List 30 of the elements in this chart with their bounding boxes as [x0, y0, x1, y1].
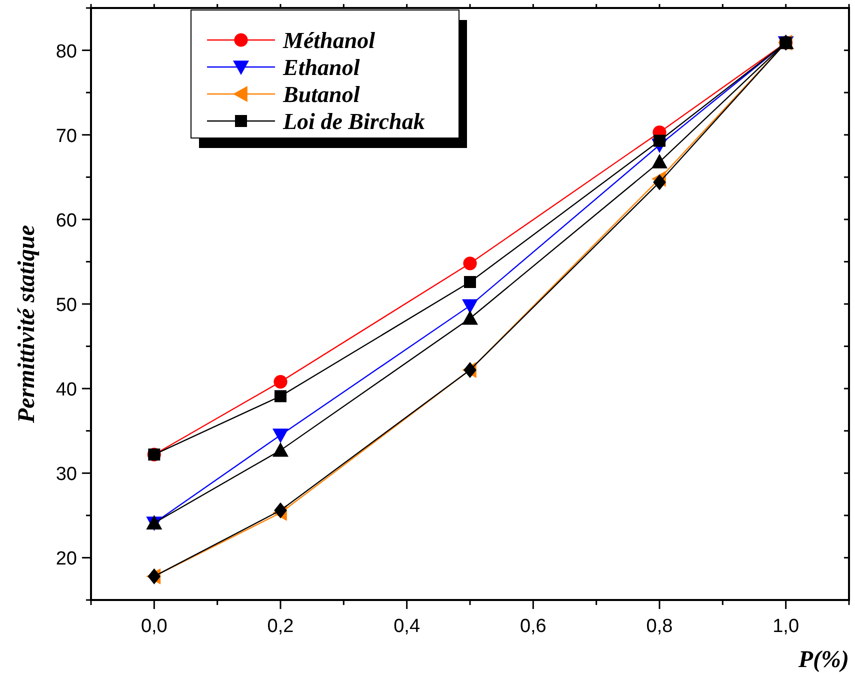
legend-label: Loi de Birchak	[282, 109, 426, 134]
y-tick-label: 70	[56, 126, 77, 147]
y-tick-label: 80	[56, 41, 77, 62]
point	[274, 390, 286, 402]
point	[462, 310, 478, 325]
y-tick-label: 40	[56, 380, 77, 401]
legend-label: Ethanol	[282, 55, 360, 80]
x-axis-title: P(%)	[797, 647, 849, 673]
x-tick-label: 0,2	[267, 616, 294, 637]
point	[272, 428, 288, 444]
y-tick-label: 30	[56, 464, 77, 486]
legend-label: Butanol	[282, 82, 360, 107]
point	[274, 502, 287, 518]
y-tick-label: 60	[56, 210, 77, 232]
point	[272, 442, 288, 457]
point	[464, 276, 476, 288]
point	[462, 299, 478, 314]
x-tick-label: 0,8	[646, 616, 673, 637]
y-axis-title: Permittivité statique	[14, 224, 40, 424]
legend-label: Méthanol	[282, 28, 376, 53]
point	[274, 375, 288, 389]
x-tick-label: 1,0	[772, 616, 800, 637]
y-tick-label: 20	[56, 548, 77, 570]
point	[653, 174, 666, 190]
y-tick-label: 50	[56, 295, 77, 316]
x-tick-label: 0,0	[140, 616, 168, 637]
point	[463, 256, 477, 270]
x-tick-label: 0,6	[520, 616, 546, 637]
x-tick-label: 0,4	[394, 616, 420, 637]
point	[652, 154, 668, 168]
